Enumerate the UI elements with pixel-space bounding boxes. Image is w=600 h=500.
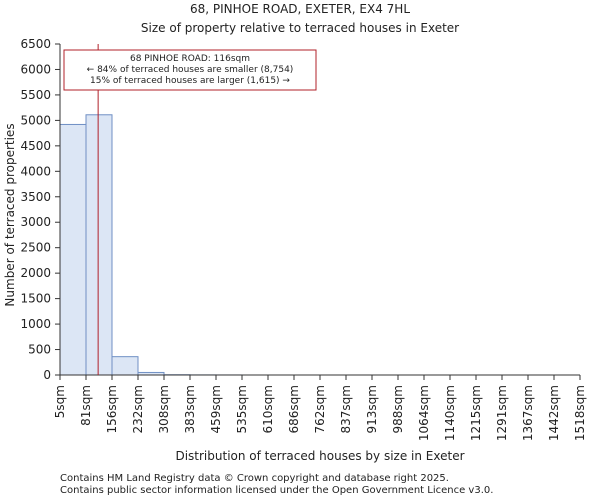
x-tick-label: 610sqm — [261, 385, 275, 433]
x-tick-label: 232sqm — [131, 385, 145, 433]
y-tick-label: 6000 — [20, 62, 51, 76]
bars-group — [59, 114, 243, 376]
annotation-frame — [63, 49, 317, 91]
x-tick-label: 1140sqm — [443, 385, 457, 441]
x-tick-label: 5sqm — [53, 385, 67, 418]
x-tick-label: 1442sqm — [547, 385, 561, 441]
x-tick-label: 383sqm — [183, 385, 197, 433]
bar-156sqm — [111, 356, 139, 376]
annotation-line-3: 15% of terraced houses are larger (1,615… — [90, 76, 290, 86]
y-tick-label: 3000 — [20, 215, 51, 229]
x-tick-label: 913sqm — [365, 385, 379, 433]
x-tick-label: 535sqm — [235, 385, 249, 433]
x-tick-label: 1291sqm — [495, 385, 509, 441]
footer-line-2: Contains public sector information licen… — [60, 485, 493, 496]
y-tick-label: 5500 — [20, 88, 51, 102]
x-tick-label: 762sqm — [313, 385, 327, 433]
chart-title: 68, PINHOE ROAD, EXETER, EX4 7HL — [190, 2, 410, 16]
x-tick-label: 1367sqm — [521, 385, 535, 441]
y-tick-label: 6500 — [20, 37, 51, 51]
x-tick-label: 686sqm — [287, 385, 301, 433]
annotation-box: 68 PINHOE ROAD: 116sqm ← 84% of terraced… — [63, 49, 317, 91]
annotation-line-2: ← 84% of terraced houses are smaller (8,… — [87, 65, 294, 75]
y-tick-label: 500 — [28, 343, 51, 357]
footer-line-1: Contains HM Land Registry data © Crown c… — [60, 473, 449, 484]
y-tick-label: 3500 — [20, 190, 51, 204]
chart-subtitle: Size of property relative to terraced ho… — [141, 21, 459, 35]
plot-area: 0 500 1000 1500 2000 2500 3000 3500 4000 4500 5000… — [20, 37, 587, 441]
x-tick-label: 988sqm — [391, 385, 405, 433]
bar-81sqm — [85, 114, 113, 376]
y-ticks-group: 0 500 1000 1500 2000 2500 3000 3500 4000 4500 5000… — [20, 37, 60, 382]
y-tick-label: 2500 — [20, 241, 51, 255]
x-axis-label: Distribution of terraced houses by size … — [175, 449, 464, 463]
x-tick-label: 1215sqm — [469, 385, 483, 441]
x-ticks-group: 5sqm 81sqm 156sqm 232sqm 308sqm 383sqm 459sqm 5… — [53, 375, 587, 441]
bar-5sqm — [59, 123, 87, 376]
y-tick-label: 1000 — [20, 317, 51, 331]
y-tick-label: 4000 — [20, 164, 51, 178]
x-tick-label: 308sqm — [157, 385, 171, 433]
x-tick-label: 1064sqm — [417, 385, 431, 441]
annotation-line-1: 68 PINHOE ROAD: 116sqm — [130, 54, 250, 64]
y-tick-label: 2000 — [20, 266, 51, 280]
y-tick-label: 1500 — [20, 292, 51, 306]
y-axis-label: Number of terraced properties — [3, 123, 17, 306]
x-tick-label: 156sqm — [105, 385, 119, 433]
x-tick-label: 459sqm — [209, 385, 223, 433]
x-tick-label: 1518sqm — [573, 385, 587, 441]
y-tick-label: 0 — [43, 368, 51, 382]
y-tick-label: 4500 — [20, 139, 51, 153]
y-tick-label: 5000 — [20, 113, 51, 127]
x-tick-label: 81sqm — [79, 385, 93, 426]
x-tick-label: 837sqm — [339, 385, 353, 433]
